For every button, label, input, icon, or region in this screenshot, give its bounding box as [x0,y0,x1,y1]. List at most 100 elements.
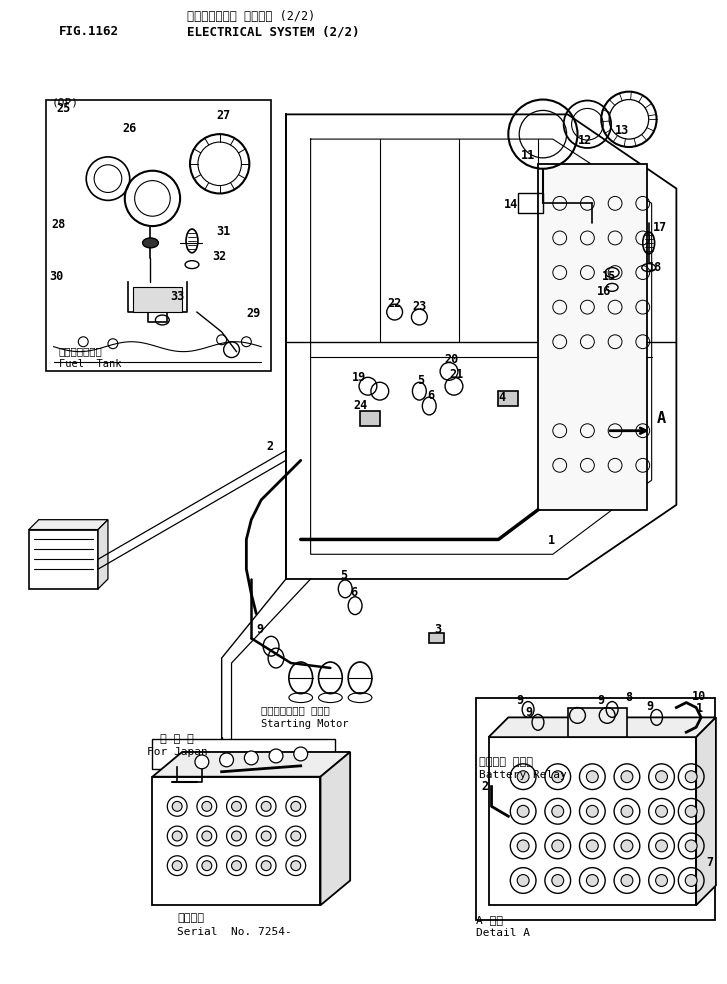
Circle shape [291,801,301,811]
Polygon shape [538,163,647,510]
Text: 31: 31 [217,225,231,238]
Text: 13: 13 [615,124,630,137]
Text: 9: 9 [598,694,604,707]
Circle shape [656,840,667,852]
Text: 14: 14 [503,199,518,212]
Circle shape [686,805,697,818]
Text: 8: 8 [625,691,632,704]
Circle shape [517,840,529,852]
Circle shape [269,749,283,763]
Polygon shape [132,287,182,312]
Text: Serial  No. 7254-: Serial No. 7254- [177,927,292,937]
Circle shape [231,861,241,871]
Circle shape [587,770,598,782]
Text: 1: 1 [548,534,555,547]
Circle shape [517,770,529,782]
Polygon shape [429,634,444,644]
Text: 32: 32 [212,250,226,263]
Circle shape [202,861,212,871]
Text: 11: 11 [521,149,535,161]
Polygon shape [360,411,379,426]
Circle shape [656,805,667,818]
Text: 9: 9 [525,707,532,719]
Circle shape [587,840,598,852]
Text: 22: 22 [387,297,402,310]
Polygon shape [499,392,518,406]
Text: 23: 23 [412,300,427,313]
Text: 2: 2 [266,441,273,454]
Bar [475,698,715,920]
Text: 24: 24 [353,399,367,412]
Circle shape [244,751,258,765]
Polygon shape [98,520,108,588]
Circle shape [291,831,301,841]
Circle shape [172,801,182,811]
Text: 9: 9 [256,623,263,637]
Text: ELECTRICAL SYSTEM (2/2): ELECTRICAL SYSTEM (2/2) [187,26,360,38]
Text: (OP): (OP) [52,97,79,107]
Text: 1: 1 [696,703,703,715]
Text: スターティング モータ: スターティング モータ [261,706,330,715]
Ellipse shape [142,238,158,248]
Polygon shape [29,520,108,529]
Polygon shape [489,737,696,905]
Circle shape [686,840,697,852]
Text: 27: 27 [217,109,231,122]
Circle shape [552,770,563,782]
Text: バッテリ リレー: バッテリ リレー [478,757,533,767]
Text: 21: 21 [449,368,463,382]
Circle shape [231,831,241,841]
Text: エレクトリカル システム (2/2): エレクトリカル システム (2/2) [187,11,316,24]
Text: 6: 6 [350,585,357,599]
Text: 15: 15 [602,271,616,283]
Text: 10: 10 [692,690,707,703]
Circle shape [291,861,301,871]
Text: A 詳細: A 詳細 [475,915,502,925]
Circle shape [621,875,633,887]
Text: 20: 20 [444,353,458,366]
Text: Detail A: Detail A [475,928,530,938]
Text: 12: 12 [577,134,592,147]
Circle shape [656,875,667,887]
Circle shape [202,831,212,841]
Circle shape [552,805,563,818]
Text: 9: 9 [647,701,654,713]
Text: 5: 5 [340,569,348,582]
Circle shape [202,801,212,811]
Bar [46,99,271,371]
Text: 国 内 向: 国 内 向 [160,734,194,744]
Text: 19: 19 [352,371,366,385]
Text: 30: 30 [49,271,64,283]
Text: 2: 2 [481,779,489,792]
Polygon shape [321,752,350,905]
Circle shape [231,801,241,811]
Polygon shape [153,752,350,776]
Text: 7: 7 [706,856,713,869]
Text: 29: 29 [246,307,260,320]
Text: 16: 16 [598,285,611,298]
Bar [568,707,627,737]
Circle shape [656,770,667,782]
Circle shape [621,770,633,782]
Polygon shape [696,717,716,905]
Text: 4: 4 [499,391,505,404]
Text: For Japan: For Japan [147,747,207,757]
Text: 25: 25 [57,102,71,115]
Text: 28: 28 [52,218,66,231]
Text: 18: 18 [648,261,662,274]
Circle shape [172,861,182,871]
Bar [153,739,335,769]
Circle shape [220,753,233,767]
Circle shape [294,747,308,761]
Polygon shape [153,776,321,905]
Circle shape [587,875,598,887]
Text: Fuel  Tank: Fuel Tank [59,359,121,369]
Circle shape [621,805,633,818]
Text: 6: 6 [427,389,435,402]
Circle shape [517,805,529,818]
Circle shape [261,861,271,871]
Circle shape [552,875,563,887]
Text: 5: 5 [417,374,425,388]
Text: 26: 26 [123,122,137,135]
Circle shape [172,831,182,841]
